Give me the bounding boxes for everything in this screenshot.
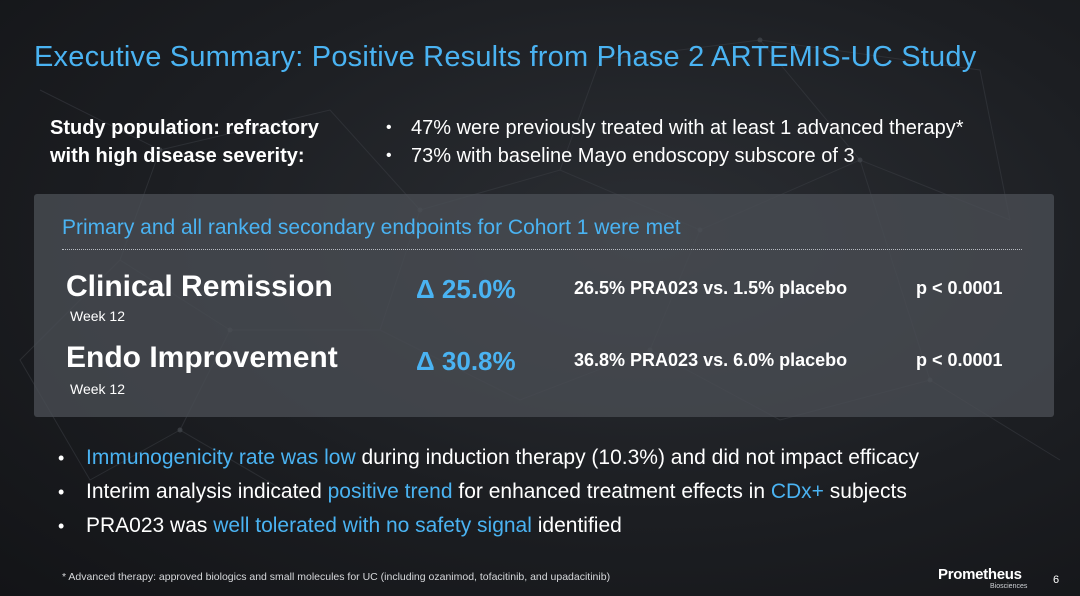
finding-highlight: well tolerated with no safety signal bbox=[213, 514, 532, 537]
finding-safety: PRA023 was well tolerated with no safety… bbox=[56, 509, 919, 543]
endpoints-panel: Primary and all ranked secondary endpoin… bbox=[34, 194, 1054, 417]
finding-highlight: positive trend bbox=[327, 480, 453, 503]
finding-text: Interim analysis indicated bbox=[86, 480, 328, 503]
endpoint-name-endo-improvement: Endo Improvement bbox=[66, 341, 338, 374]
endpoint-timepoint: Week 12 bbox=[70, 308, 125, 324]
endpoint-timepoint: Week 12 bbox=[70, 381, 125, 397]
finding-text: for enhanced treatment effects in bbox=[452, 480, 771, 503]
study-population-bullets: 47% were previously treated with at leas… bbox=[386, 114, 964, 170]
dotted-divider bbox=[62, 249, 1022, 250]
study-population-label-line1: Study population: refractory bbox=[50, 117, 319, 139]
endpoint-name-clinical-remission: Clinical Remission bbox=[66, 270, 333, 303]
footnote: * Advanced therapy: approved biologics a… bbox=[62, 571, 611, 583]
study-population-label: Study population: refractory with high d… bbox=[50, 114, 319, 170]
finding-highlight: Immunogenicity rate was low bbox=[86, 446, 356, 469]
endpoint-comparison: 26.5% PRA023 vs. 1.5% placebo bbox=[574, 278, 848, 298]
page-number: 6 bbox=[1053, 574, 1060, 586]
finding-text: identified bbox=[531, 514, 622, 537]
endpoint-delta: Δ 30.8% bbox=[416, 346, 516, 376]
finding-immunogenicity: Immunogenicity rate was low during induc… bbox=[56, 441, 919, 475]
endpoint-p-value: p < 0.0001 bbox=[916, 350, 1003, 370]
finding-interim-analysis: Interim analysis indicated positive tren… bbox=[56, 475, 919, 509]
finding-highlight: CDx+ bbox=[770, 480, 824, 503]
study-population-label-line2: with high disease severity: bbox=[50, 145, 305, 167]
endpoints-panel-title: Primary and all ranked secondary endpoin… bbox=[62, 216, 681, 239]
logo-wordmark: Prometheus bbox=[938, 566, 1022, 583]
prometheus-logo: Prometheus Biosciences bbox=[938, 566, 1034, 592]
key-findings-list: Immunogenicity rate was low during induc… bbox=[56, 441, 919, 543]
endpoint-p-value: p < 0.0001 bbox=[916, 278, 1003, 298]
finding-text: subjects bbox=[823, 480, 907, 503]
finding-text: during induction therapy (10.3%) and did… bbox=[355, 446, 920, 469]
logo-subtitle: Biosciences bbox=[990, 583, 1028, 590]
slide-title: Executive Summary: Positive Results from… bbox=[34, 41, 977, 73]
population-bullet: 47% were previously treated with at leas… bbox=[386, 114, 964, 142]
endpoint-comparison: 36.8% PRA023 vs. 6.0% placebo bbox=[574, 350, 848, 370]
population-bullet: 73% with baseline Mayo endoscopy subscor… bbox=[386, 142, 964, 170]
finding-text: PRA023 was bbox=[86, 514, 214, 537]
endpoint-delta: Δ 25.0% bbox=[416, 274, 516, 304]
